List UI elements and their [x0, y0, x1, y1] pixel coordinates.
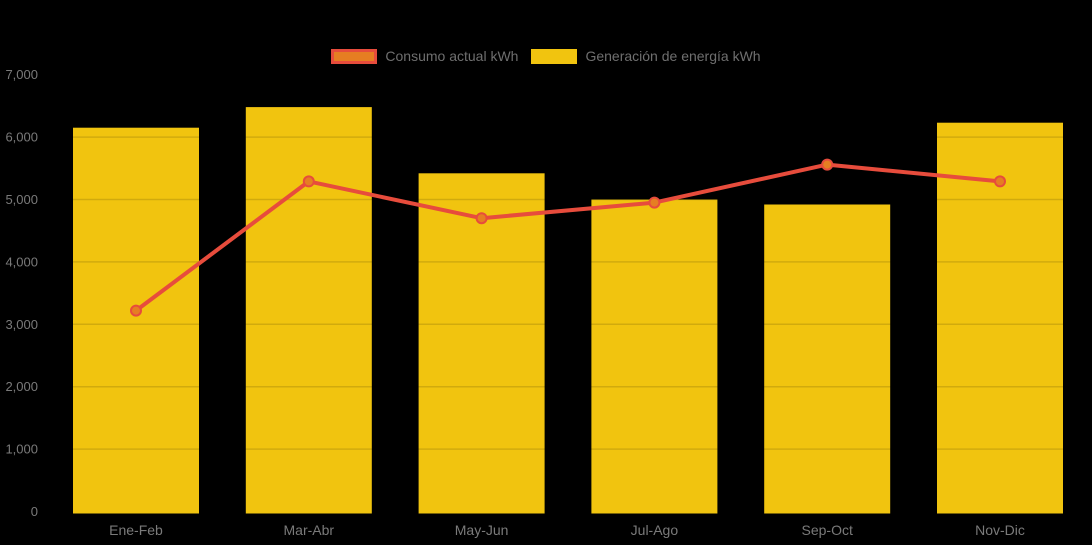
legend-swatch-line-series [331, 48, 378, 64]
x-tick-label-sep-oct: Sep-Oct [802, 522, 853, 538]
y-tick-label-1000: 1,000 [5, 442, 38, 457]
bar-series-group [73, 107, 1063, 514]
bar-may-jun [418, 173, 545, 514]
y-tick-label-0: 0 [31, 504, 38, 519]
x-tick-label-jul-ago: Jul-Ago [631, 522, 679, 538]
bar-sep-oct [764, 204, 891, 514]
y-tick-label-7000: 7,000 [5, 67, 38, 82]
bar-mar-abr [245, 107, 372, 514]
line-point-may-jun [475, 212, 488, 225]
x-tick-label-may-jun: May-Jun [455, 522, 509, 538]
line-point-ene-feb [130, 304, 142, 317]
bar-ene-feb [73, 127, 199, 514]
legend-item-generacion[interactable]: Generación de energía kWh [531, 48, 761, 64]
y-axis-tick-labels: 0 1,000 2,000 3,000 4,000 5,000 6,000 7,000 [5, 67, 38, 519]
legend-item-consumo[interactable]: Consumo actual kWh [331, 48, 518, 64]
x-axis-tick-labels: Ene-Feb Mar-Abr May-Jun Jul-Ago Sep-Oct Nov-D… [109, 522, 1025, 538]
bar-jul-ago [591, 199, 718, 514]
x-tick-label-nov-dic: Nov-Dic [975, 522, 1025, 538]
line-point-jul-ago [648, 196, 661, 209]
y-tick-label-6000: 6,000 [5, 130, 38, 145]
line-series-points [130, 158, 1006, 317]
y-tick-label-4000: 4,000 [5, 254, 38, 269]
bar-nov-dic [937, 122, 1063, 514]
y-tick-label-3000: 3,000 [5, 317, 38, 332]
line-series-path [134, 162, 1002, 313]
x-tick-label-mar-abr: Mar-Abr [284, 522, 335, 538]
line-point-nov-dic [994, 175, 1006, 188]
legend-label-consumo: Consumo actual kWh [385, 48, 519, 64]
legend: Consumo actual kWh Generación de energía… [0, 48, 1092, 64]
y-tick-label-2000: 2,000 [5, 379, 38, 394]
line-point-mar-abr [302, 175, 315, 188]
y-tick-label-5000: 5,000 [5, 192, 38, 207]
legend-label-generacion: Generación de energía kWh [585, 48, 761, 64]
x-tick-label-ene-feb: Ene-Feb [109, 522, 163, 538]
line-point-sep-oct [821, 158, 834, 171]
gridlines [58, 73, 1080, 450]
legend-swatch-bar-series [531, 48, 578, 64]
